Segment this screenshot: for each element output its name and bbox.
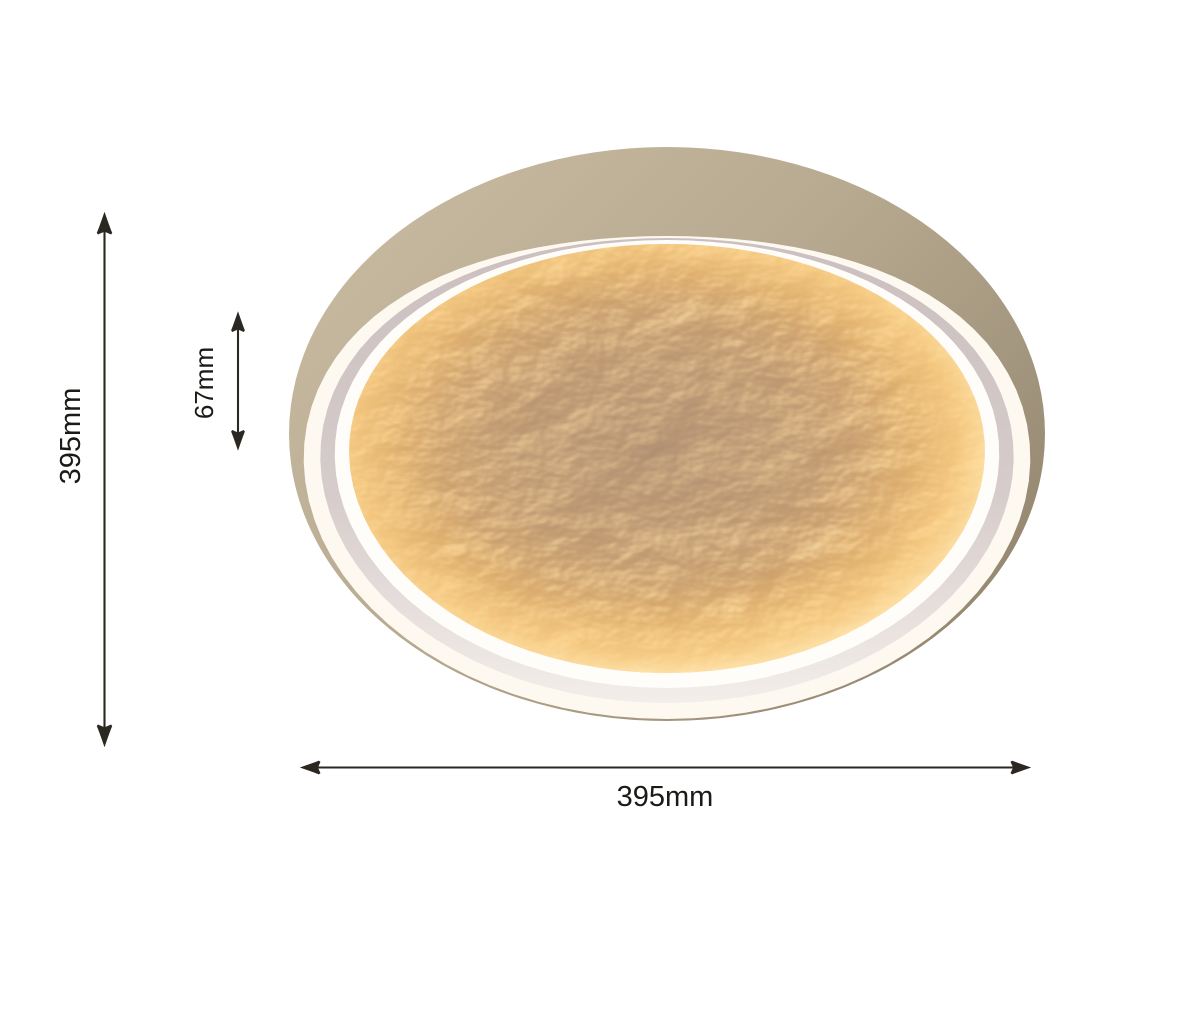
svg-text:395mm: 395mm <box>55 388 87 485</box>
svg-text:395mm: 395mm <box>617 781 714 813</box>
svg-text:67mm: 67mm <box>189 347 219 419</box>
